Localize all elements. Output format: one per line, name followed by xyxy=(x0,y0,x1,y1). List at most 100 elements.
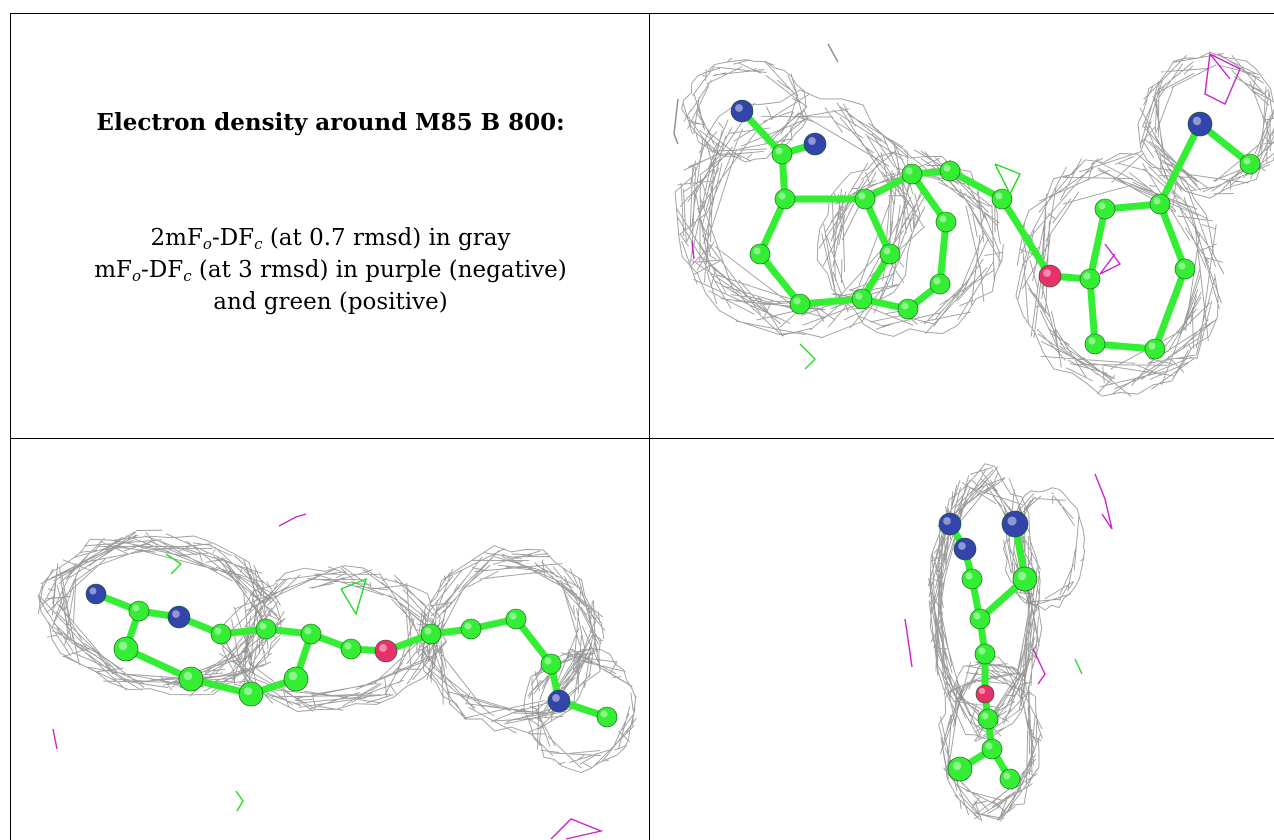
atom-highlight xyxy=(939,215,947,223)
atom xyxy=(999,768,1021,790)
atom-highlight xyxy=(735,104,743,112)
atom xyxy=(851,288,873,310)
atom-highlight xyxy=(183,671,193,681)
atom-highlight xyxy=(901,302,909,310)
atom-highlight xyxy=(883,247,891,255)
atom xyxy=(1239,153,1261,175)
atom xyxy=(420,623,442,645)
center-border xyxy=(649,13,650,840)
middle-border xyxy=(10,438,1274,439)
atom xyxy=(953,537,977,561)
atom xyxy=(1001,510,1029,538)
caption-line-fofc: mFo-DFc (at 3 rmsd) in purple (negative) xyxy=(94,257,567,285)
atom xyxy=(210,623,232,645)
bond xyxy=(756,250,804,308)
atom xyxy=(1038,264,1062,288)
bond xyxy=(998,195,1054,280)
atom xyxy=(975,684,995,704)
atom xyxy=(85,583,107,605)
mesh-lines xyxy=(1015,150,1225,397)
atom-highlight xyxy=(952,761,962,771)
atom-highlight xyxy=(259,622,267,630)
atom xyxy=(774,188,796,210)
atom-highlight xyxy=(344,642,352,650)
atom xyxy=(730,99,754,123)
bond xyxy=(936,218,950,288)
density-view-bottom-right xyxy=(904,463,1113,822)
atom-highlight xyxy=(288,671,298,681)
atom-highlight xyxy=(424,627,432,635)
mesh-lines xyxy=(681,57,808,163)
stray-mesh xyxy=(673,98,679,145)
atom-highlight xyxy=(753,247,761,255)
atom xyxy=(969,608,991,630)
atom xyxy=(1079,268,1101,290)
atom xyxy=(961,568,983,590)
atom-highlight xyxy=(544,657,552,665)
atom-highlight xyxy=(1017,571,1027,581)
atom xyxy=(939,160,961,182)
atom xyxy=(113,636,139,662)
atom-highlight xyxy=(1192,116,1202,126)
atom-highlight xyxy=(978,647,986,655)
atom-highlight xyxy=(858,192,866,200)
atom-highlight xyxy=(118,641,128,651)
atom xyxy=(1144,338,1166,360)
density-mesh xyxy=(420,545,606,734)
atom-highlight xyxy=(958,542,966,550)
atom-highlight xyxy=(808,137,816,145)
diff-density-negative xyxy=(691,240,695,260)
atom-highlight xyxy=(552,694,560,702)
atom-highlight xyxy=(464,622,472,630)
atom xyxy=(460,618,482,640)
atom-highlight xyxy=(1088,337,1096,345)
diff-density-positive xyxy=(1074,658,1083,675)
atom xyxy=(178,666,204,692)
atom xyxy=(547,689,571,713)
atom xyxy=(167,605,191,629)
atom-highlight xyxy=(905,167,913,175)
diff-density-negative xyxy=(904,618,913,668)
atom-highlight xyxy=(379,644,387,652)
atom xyxy=(238,681,264,707)
bond xyxy=(1086,205,1109,283)
atom xyxy=(897,298,919,320)
atom xyxy=(1187,111,1213,137)
mesh-lines xyxy=(938,654,1043,822)
diff-density-positive xyxy=(994,163,1021,196)
atom xyxy=(789,293,811,315)
atom xyxy=(749,243,771,265)
atom-highlight xyxy=(132,604,140,612)
atom xyxy=(879,243,901,265)
atom xyxy=(1149,193,1171,215)
bond xyxy=(1151,265,1189,353)
atom-highlight xyxy=(600,710,608,718)
atom-highlight xyxy=(1153,197,1161,205)
atom-highlight xyxy=(214,627,222,635)
atom-highlight xyxy=(172,610,180,618)
atom-highlight xyxy=(775,147,783,155)
atom-highlight xyxy=(793,297,801,305)
atom-highlight xyxy=(855,292,863,300)
atom xyxy=(991,188,1013,210)
bond xyxy=(1156,120,1204,208)
view-bottom-right xyxy=(650,439,1274,840)
diff-density-positive xyxy=(799,343,816,370)
atom-highlight xyxy=(965,572,973,580)
atom xyxy=(505,608,527,630)
left-border xyxy=(10,13,11,840)
caption-description: 2mFo-DFc (at 0.7 rmsd) in gray mFo-DFc (… xyxy=(11,222,649,318)
diff-density-positive xyxy=(235,790,244,812)
density-mesh xyxy=(674,89,926,338)
caption-title: Electron density around M85 B 800: xyxy=(96,109,565,136)
atom xyxy=(540,653,562,675)
atom-highlight xyxy=(1178,262,1186,270)
figure-grid: Electron density around M85 B 800: 2mFo-… xyxy=(10,13,1274,840)
atom xyxy=(901,163,923,185)
density-mesh xyxy=(938,654,1043,822)
atom-highlight xyxy=(1083,272,1091,280)
atom xyxy=(283,666,309,692)
atom xyxy=(929,273,951,295)
caption-line-2fofc: 2mFo-DFc (at 0.7 rmsd) in gray xyxy=(150,225,511,253)
diff-density-negative xyxy=(1204,52,1241,105)
